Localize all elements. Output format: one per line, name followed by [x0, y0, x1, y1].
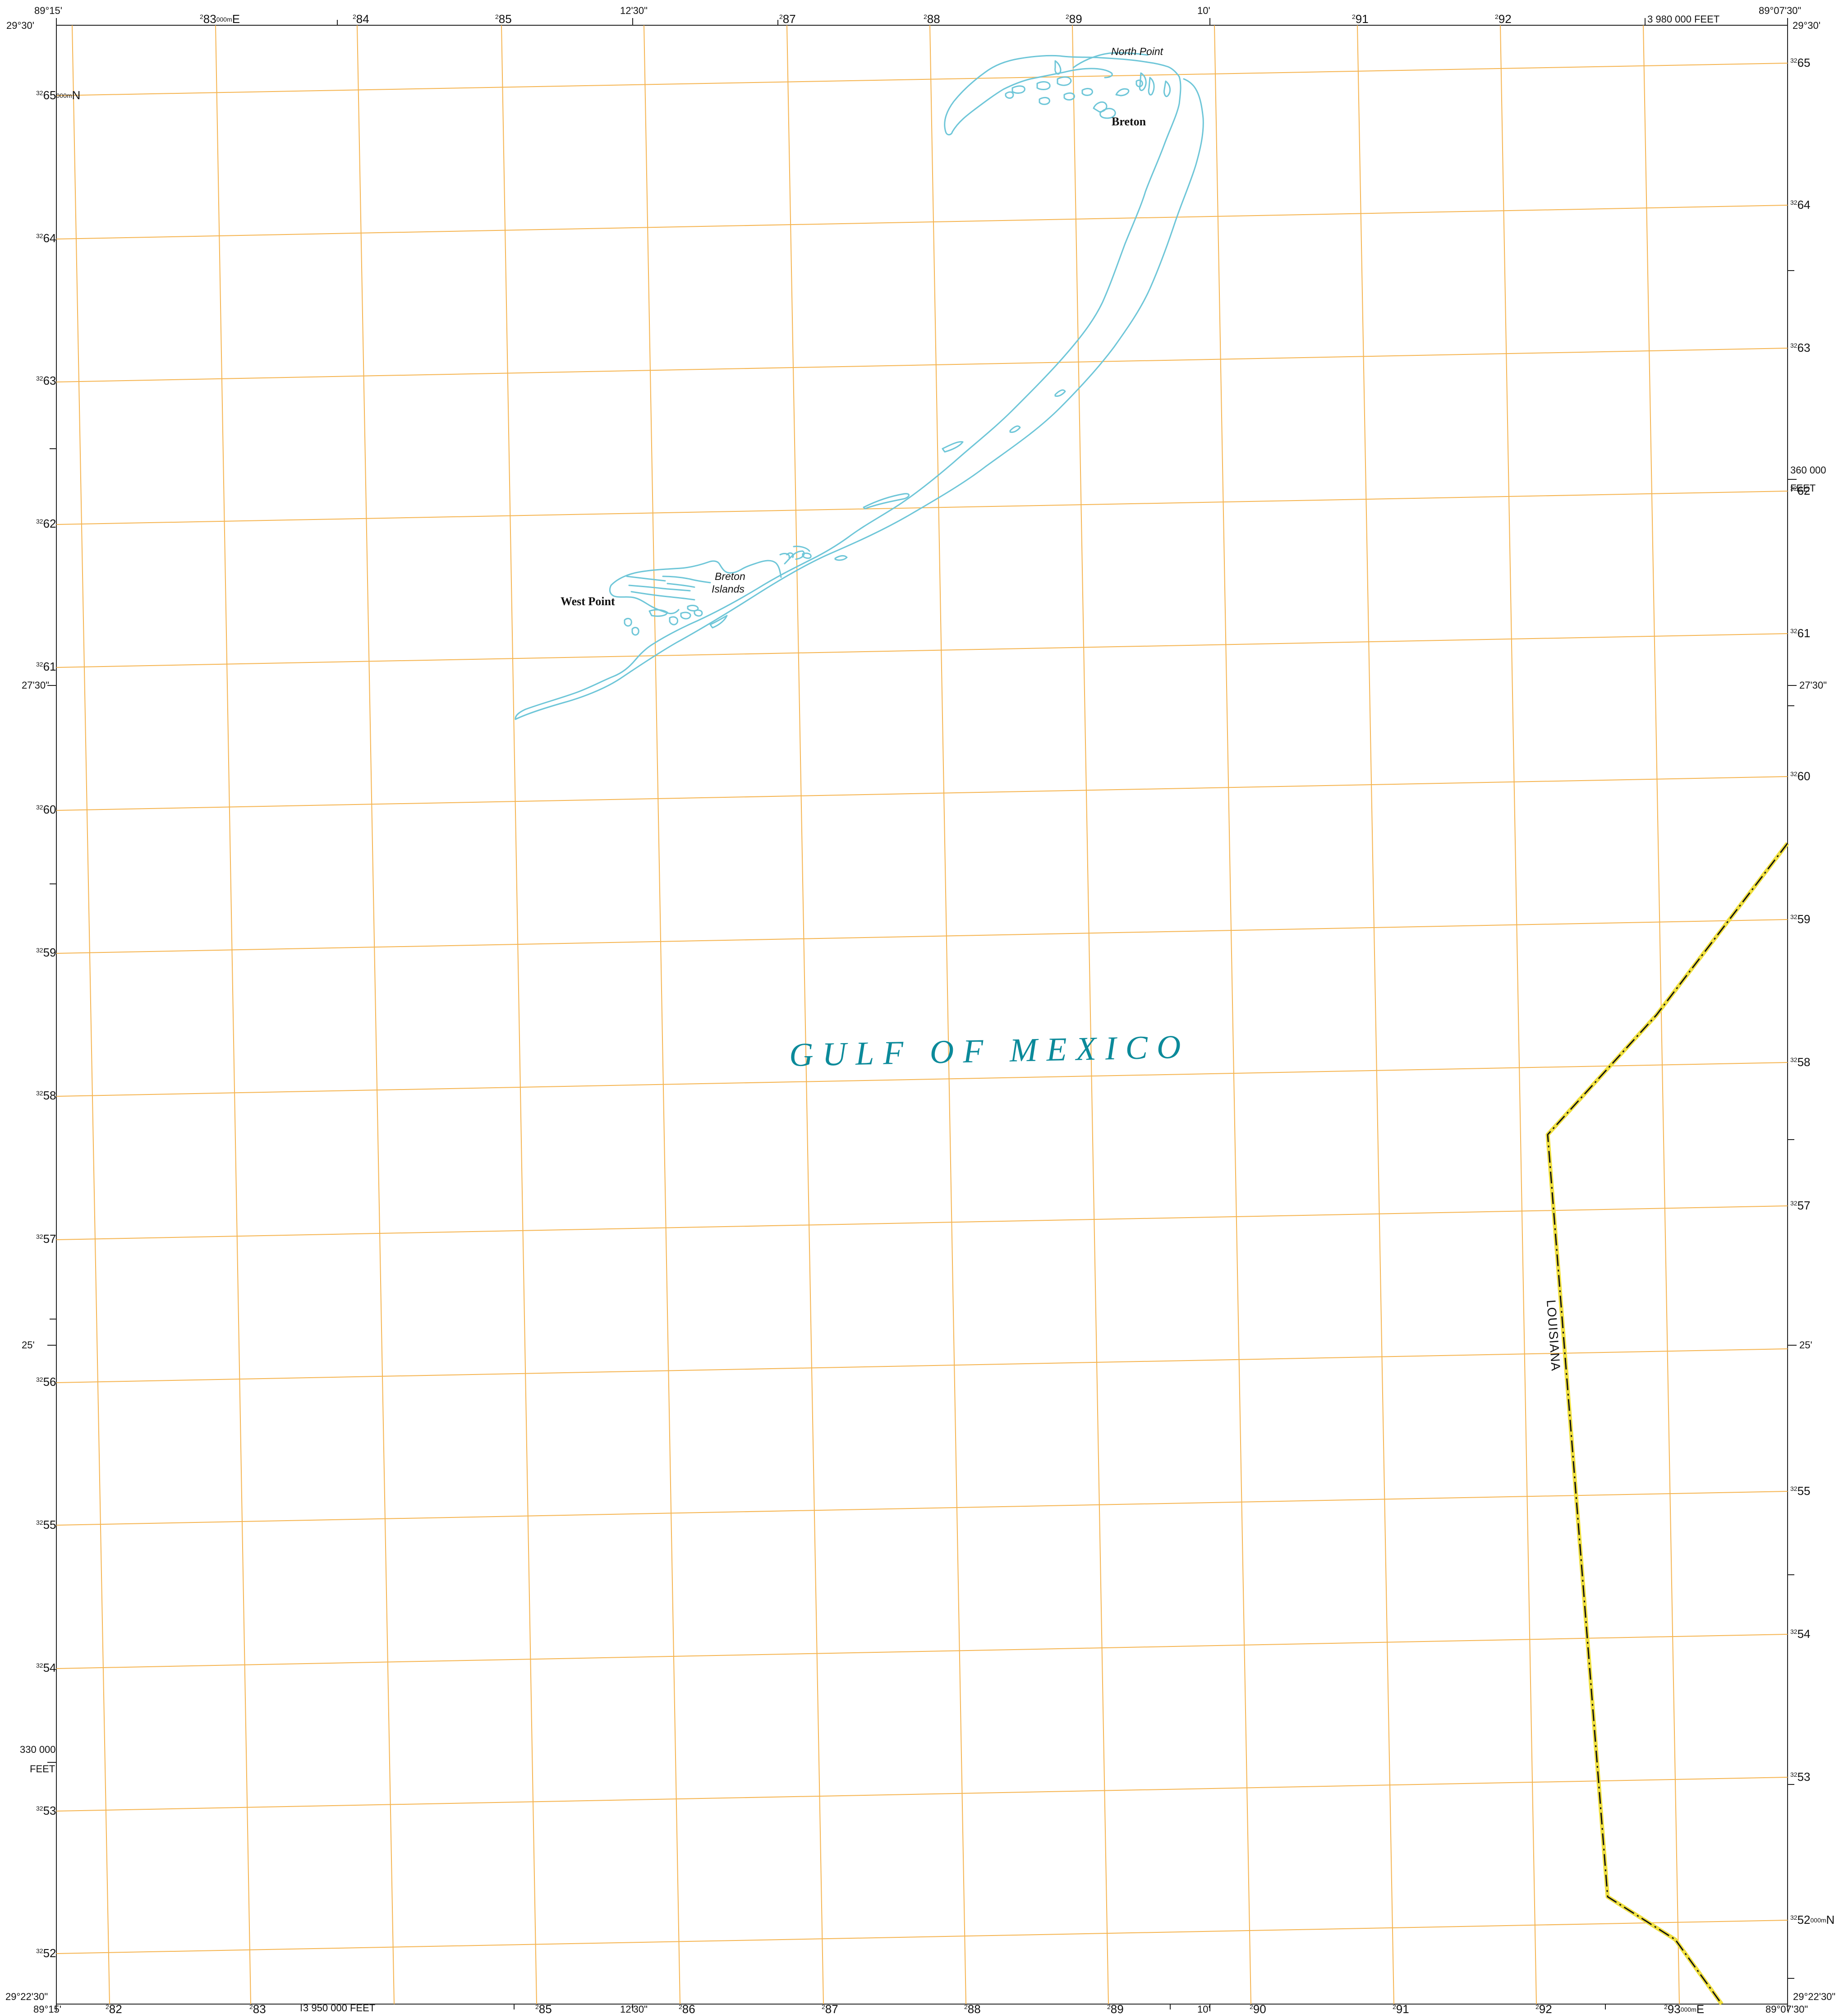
easting-bottom-90: 290: [1250, 2002, 1266, 2014]
northing-left-63: 3263: [36, 374, 56, 387]
easting-top-88: 288: [924, 12, 940, 26]
easting-top-92: 292: [1495, 12, 1512, 26]
top-lon-1: 12'30": [620, 5, 648, 16]
utm-grid-horizontal: [56, 63, 1788, 1954]
feet-left-north-unit: FEET: [30, 1763, 55, 1775]
corner-top-right-lat: 29°30': [1793, 20, 1820, 31]
feet-right-north-value: 360 000: [1790, 464, 1826, 476]
northing-right-60: 3260: [1790, 769, 1811, 783]
feet-bottom-east: 3 950 000 FEET: [303, 2002, 375, 2014]
easting-bottom-82: 282: [106, 2002, 122, 2014]
corner-coordinates: 89°15' 29°30' 89°07'30" 29°30' 89°15' 29…: [5, 5, 1835, 2014]
northing-left-64: 3264: [36, 231, 56, 245]
utm-grid-labels: 283000mE 284 285 287 288 289 291 292 282 283 285 28…: [36, 12, 1834, 2014]
northing-left-53: 3253: [36, 1804, 56, 1817]
northing-right-65: 3265: [1790, 56, 1811, 69]
northing-right-52: 3252000mN: [1790, 1913, 1834, 1927]
state-boundary: [1545, 842, 1789, 2005]
easting-bottom-89: 289: [1107, 2002, 1124, 2014]
bottom-lon-2: 10': [1197, 2004, 1210, 2014]
left-lat-2: 25': [22, 1339, 35, 1351]
northing-left-52: 3252: [36, 1946, 56, 1960]
corner-bottom-right-lat: 29°22'30": [1793, 1991, 1835, 2002]
northing-left-57: 3257: [36, 1232, 56, 1246]
northing-right-58: 3258: [1790, 1055, 1811, 1069]
easting-top-84: 284: [353, 12, 369, 26]
northing-right-63: 3263: [1790, 341, 1811, 354]
northing-left-55: 3255: [36, 1518, 56, 1531]
easting-top-89: 289: [1066, 12, 1082, 26]
place-names: North Point Breton Breton Islands West P…: [561, 46, 1164, 608]
corner-bottom-right-lon: 89°07'30": [1765, 2004, 1808, 2014]
northing-left-62: 3262: [36, 517, 56, 530]
right-lat-2: 25': [1799, 1339, 1812, 1351]
northing-left-58: 3258: [36, 1089, 56, 1102]
easting-bottom-83: 283: [249, 2002, 266, 2014]
label-west-point: West Point: [561, 595, 615, 608]
northing-left-59: 3259: [36, 946, 56, 959]
easting-bottom-87: 287: [822, 2002, 838, 2014]
top-lon-2: 10': [1197, 5, 1210, 16]
corner-bottom-left-lat: 29°22'30": [5, 1991, 48, 2002]
feet-right-north-unit: FEET: [1790, 483, 1816, 494]
label-north-point: North Point: [1111, 46, 1164, 57]
feet-left-north-value: 330 000: [20, 1744, 56, 1755]
easting-top-91: 291: [1352, 12, 1369, 26]
northing-right-61: 3261: [1790, 626, 1811, 640]
northing-right-55: 3255: [1790, 1484, 1811, 1498]
northing-right-62: 3262: [1790, 484, 1811, 497]
easting-top-85: 285: [495, 12, 512, 26]
utm-grid-vertical: [72, 25, 1680, 2005]
breton-islands-shoreline: [515, 52, 1204, 720]
easting-bottom-91: 291: [1393, 2002, 1409, 2014]
label-breton: Breton: [1112, 115, 1146, 128]
graticule-ticks: [47, 18, 1797, 2011]
corner-top-left-lat: 29°30': [6, 20, 34, 31]
graticule-labels: 12'30" 10' 12'30" 10' 27'30" 25' 27'30" …: [22, 5, 1827, 2014]
northing-left-65: 3265000mN: [36, 88, 80, 102]
northing-left-54: 3254: [36, 1661, 56, 1674]
label-breton-islands-line2: Islands: [712, 583, 745, 595]
feet-tick-labels: 3 980 000 FEET 3 950 000 FEET 360 000 FE…: [20, 14, 1826, 2014]
northing-left-61: 3261: [36, 660, 56, 673]
label-breton-islands-line1: Breton: [715, 570, 745, 582]
easting-bottom-88: 288: [964, 2002, 981, 2014]
easting-bottom-93: 293000mE: [1664, 2002, 1704, 2014]
northing-right-57: 3257: [1790, 1199, 1811, 1212]
easting-top-87: 287: [779, 12, 796, 26]
map-neatline: [56, 25, 1788, 2005]
northing-right-54: 3254: [1790, 1627, 1811, 1641]
easting-bottom-92: 292: [1535, 2002, 1552, 2014]
northing-left-60: 3260: [36, 803, 56, 816]
corner-top-right-lon: 89°07'30": [1759, 5, 1801, 16]
corner-top-left-lon: 89°15': [34, 5, 62, 16]
corner-bottom-left-lon: 89°15': [33, 2004, 61, 2014]
label-gulf-of-mexico: GULF OF MEXICO: [789, 1028, 1190, 1074]
bottom-lon-1: 12'30": [620, 2004, 648, 2014]
northing-right-59: 3259: [1790, 912, 1811, 926]
easting-top-83: 283000mE: [200, 12, 240, 26]
easting-bottom-85: 285: [535, 2002, 552, 2014]
easting-bottom-86: 286: [679, 2002, 695, 2014]
left-lat-1: 27'30": [22, 680, 49, 691]
northing-right-64: 3264: [1790, 198, 1811, 212]
right-lat-1: 27'30": [1799, 680, 1827, 691]
northing-left-56: 3256: [36, 1375, 56, 1389]
feet-top-east: 3 980 000 FEET: [1647, 14, 1719, 25]
northing-right-53: 3253: [1790, 1770, 1811, 1784]
